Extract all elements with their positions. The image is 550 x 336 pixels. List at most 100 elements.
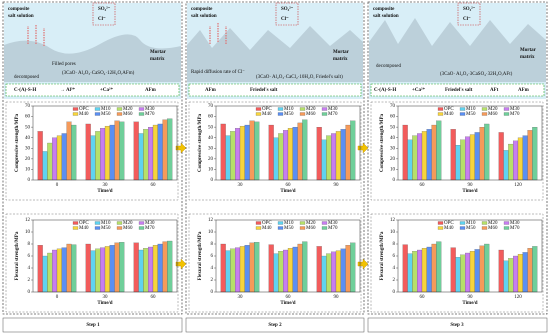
y-tick-label: 12 xyxy=(25,218,31,223)
mortar-matrix xyxy=(4,34,181,82)
legend-label: M10 xyxy=(284,221,294,226)
bar xyxy=(431,124,437,181)
y-tick-label: 4 xyxy=(28,266,31,271)
x-tick-label: 60 xyxy=(286,295,292,300)
legend-label: M70 xyxy=(145,226,155,231)
legend-swatch xyxy=(481,112,488,116)
legend-swatch xyxy=(72,112,79,116)
label: matrix xyxy=(150,57,165,62)
bar xyxy=(402,124,408,181)
bar xyxy=(104,125,110,181)
legend-swatch xyxy=(459,221,466,225)
step-box xyxy=(2,317,183,333)
bar xyxy=(56,248,62,293)
diffusion-arrows xyxy=(27,22,227,46)
y-tick-label: 50 xyxy=(208,125,214,130)
legend-label: M60 xyxy=(123,112,133,117)
label: decomposed xyxy=(14,75,39,80)
x-axis-label: Time/d xyxy=(97,189,112,194)
legend-label: M40 xyxy=(444,112,454,117)
bar xyxy=(287,128,293,181)
legend-label: M40 xyxy=(444,226,454,231)
y-tick-label: 20 xyxy=(25,157,31,162)
bar xyxy=(157,123,163,181)
bar xyxy=(100,247,106,293)
legend-label: OPC xyxy=(444,221,454,226)
bar xyxy=(321,139,327,181)
bar xyxy=(225,250,231,293)
legend-label: M40 xyxy=(262,112,272,117)
bar xyxy=(148,246,154,293)
y-tick-label: 40 xyxy=(390,136,396,141)
bar xyxy=(474,249,480,293)
legend-label: M20 xyxy=(488,107,498,112)
x-tick-label: 90 xyxy=(334,295,340,300)
bar xyxy=(513,140,519,181)
bar xyxy=(114,242,120,293)
plot-frame xyxy=(215,219,361,293)
legend-swatch xyxy=(503,221,510,225)
legend-label: M50 xyxy=(284,226,294,231)
x-axis-label: Time/d xyxy=(462,301,477,306)
step-label: Step 1 xyxy=(86,323,100,328)
legend-swatch xyxy=(437,226,444,230)
legend-swatch xyxy=(72,107,79,111)
bar xyxy=(302,119,308,181)
label: Mortar xyxy=(333,50,350,55)
bar xyxy=(426,129,432,181)
y-tick-label: 70 xyxy=(208,104,214,109)
bar xyxy=(273,253,279,293)
legend-label: M60 xyxy=(123,226,133,231)
bar xyxy=(66,121,72,181)
bar xyxy=(484,123,490,181)
legend-strip xyxy=(370,83,545,97)
bar xyxy=(254,242,260,293)
x-tick-label: 30 xyxy=(103,183,109,188)
legend-label: M70 xyxy=(510,226,520,231)
bar xyxy=(239,125,245,181)
y-tick-label: 20 xyxy=(208,157,214,162)
label: composite xyxy=(373,7,395,12)
ion-box xyxy=(92,2,116,26)
legend-item: C-(A)-S-H xyxy=(14,88,36,93)
legend-label: M50 xyxy=(466,226,476,231)
x-axis-label: Time/d xyxy=(280,301,295,306)
bar xyxy=(465,252,471,293)
y-tick-label: 6 xyxy=(211,254,214,259)
legend-swatch xyxy=(255,221,262,225)
legend-label: M40 xyxy=(262,226,272,231)
legend-label: M70 xyxy=(510,112,520,117)
y-tick-label: 6 xyxy=(393,254,396,259)
bar xyxy=(522,135,528,181)
bar xyxy=(522,252,528,293)
legend-label: M30 xyxy=(510,107,520,112)
chart-frame xyxy=(370,213,544,313)
legend-swatch xyxy=(138,107,145,111)
bar xyxy=(133,242,139,293)
bar xyxy=(292,127,298,181)
bar xyxy=(412,251,418,293)
legend-swatch xyxy=(459,107,466,111)
legend-label: M20 xyxy=(123,107,133,112)
legend-strip xyxy=(5,83,180,97)
legend-swatch xyxy=(138,112,145,116)
x-tick-label: 120 xyxy=(514,295,522,300)
ion-box xyxy=(457,2,481,26)
label: Mortar xyxy=(150,50,167,55)
y-tick-label: 8 xyxy=(211,242,214,247)
bar xyxy=(450,129,456,181)
y-tick-label: 4 xyxy=(393,266,396,271)
y-tick-label: 20 xyxy=(390,157,396,162)
bar xyxy=(90,135,96,181)
bar xyxy=(479,127,485,181)
legend-label: M20 xyxy=(306,107,316,112)
legend-label: M20 xyxy=(306,221,316,226)
legend-item: → Al³⁺ xyxy=(60,87,75,93)
x-axis-label: Time/d xyxy=(97,301,112,306)
bar xyxy=(148,127,154,181)
legend-swatch xyxy=(94,112,101,116)
bar xyxy=(498,249,504,293)
bar xyxy=(469,251,475,293)
legend-swatch xyxy=(94,226,101,230)
bar xyxy=(532,246,538,293)
